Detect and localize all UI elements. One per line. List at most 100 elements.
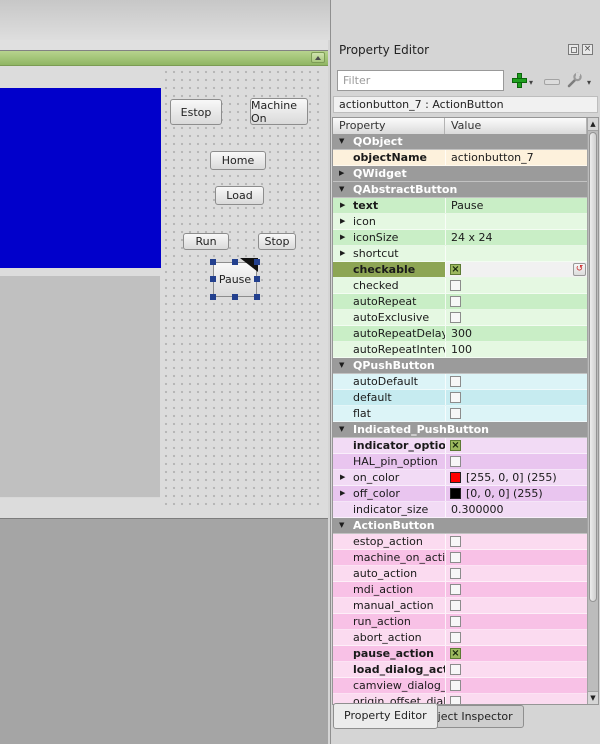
- expand-arrow-icon[interactable]: ▶: [340, 201, 346, 209]
- property-value-cell[interactable]: [445, 278, 587, 293]
- checkbox-checked[interactable]: ×: [450, 264, 461, 275]
- group-row-QWidget[interactable]: ▶ QWidget: [333, 166, 587, 182]
- checkbox-unchecked[interactable]: [450, 616, 461, 627]
- checkbox-unchecked[interactable]: [450, 584, 461, 595]
- property-value-cell[interactable]: 24 x 24: [445, 230, 587, 245]
- property-value-cell[interactable]: [445, 566, 587, 581]
- property-value-cell[interactable]: [445, 310, 587, 325]
- property-row-autoDefault[interactable]: autoDefault: [333, 374, 587, 390]
- group-row-QAbstractButton[interactable]: ▼ QAbstractButton: [333, 182, 587, 198]
- property-value-cell[interactable]: [445, 662, 587, 677]
- property-value-cell[interactable]: [445, 246, 587, 261]
- checkbox-unchecked[interactable]: [450, 456, 461, 467]
- remove-property-button[interactable]: [544, 79, 560, 85]
- form-button-load[interactable]: Load: [215, 186, 264, 205]
- property-value-cell[interactable]: [445, 598, 587, 613]
- property-row-objectName[interactable]: objectName actionbutton_7: [333, 150, 587, 166]
- property-row-camview_dialog_acti...[interactable]: camview_dialog_acti...: [333, 678, 587, 694]
- property-row-indicator_option[interactable]: indicator_option ×: [333, 438, 587, 454]
- expand-arrow-icon[interactable]: ▶: [340, 249, 346, 257]
- property-value-cell[interactable]: × ↺: [445, 262, 587, 277]
- checkbox-unchecked[interactable]: [450, 536, 461, 547]
- expand-arrow-icon[interactable]: ▼: [339, 137, 345, 145]
- checkbox-unchecked[interactable]: [450, 568, 461, 579]
- form-button-stop[interactable]: Stop: [258, 233, 296, 250]
- property-value-cell[interactable]: [445, 678, 587, 693]
- property-value-cell[interactable]: [255, 0, 0] (255): [445, 470, 587, 485]
- property-row-off_color[interactable]: ▶ off_color [0, 0, 0] (255): [333, 486, 587, 502]
- property-row-run_action[interactable]: run_action: [333, 614, 587, 630]
- configure-button[interactable]: [566, 72, 583, 89]
- property-row-autoRepeat[interactable]: autoRepeat: [333, 294, 587, 310]
- property-value-cell[interactable]: actionbutton_7: [445, 150, 587, 165]
- property-value-cell[interactable]: [445, 406, 587, 421]
- scroll-down-icon[interactable]: ▼: [588, 691, 598, 704]
- expand-arrow-icon[interactable]: ▼: [339, 185, 345, 193]
- property-row-manual_action[interactable]: manual_action: [333, 598, 587, 614]
- property-value-cell[interactable]: ×: [445, 438, 587, 453]
- property-row-checkable[interactable]: checkable × ↺: [333, 262, 587, 278]
- float-icon[interactable]: [568, 44, 579, 55]
- expand-arrow-icon[interactable]: ▼: [339, 521, 345, 529]
- form-button-run[interactable]: Run: [183, 233, 229, 250]
- checkbox-unchecked[interactable]: [450, 296, 461, 307]
- property-value-cell[interactable]: 0.300000: [445, 502, 587, 517]
- property-row-abort_action[interactable]: abort_action: [333, 630, 587, 646]
- expand-arrow-icon[interactable]: ▶: [339, 169, 345, 177]
- group-row-QPushButton[interactable]: ▼ QPushButton: [333, 358, 587, 374]
- property-value-cell[interactable]: [445, 374, 587, 389]
- blue-display-widget[interactable]: [0, 88, 161, 268]
- expand-arrow-icon[interactable]: ▼: [339, 361, 345, 369]
- checkbox-checked[interactable]: ×: [450, 648, 461, 659]
- checkbox-checked[interactable]: ×: [450, 440, 461, 451]
- property-value-cell[interactable]: [445, 294, 587, 309]
- group-row-ActionButton[interactable]: ▼ ActionButton: [333, 518, 587, 534]
- property-row-icon[interactable]: ▶ icon: [333, 214, 587, 230]
- form-button-home[interactable]: Home: [210, 151, 266, 170]
- property-value-cell[interactable]: [445, 614, 587, 629]
- expand-arrow-icon[interactable]: ▶: [340, 233, 346, 241]
- checkbox-unchecked[interactable]: [450, 280, 461, 291]
- selection-handle[interactable]: [232, 294, 238, 300]
- property-row-machine_on_action[interactable]: machine_on_action: [333, 550, 587, 566]
- collapse-button[interactable]: [311, 52, 325, 63]
- column-header-value[interactable]: Value: [445, 118, 587, 134]
- property-row-shortcut[interactable]: ▶ shortcut: [333, 246, 587, 262]
- column-header-property[interactable]: Property: [333, 118, 445, 134]
- form-canvas[interactable]: Estop Machine On Home Load Run Stop Pause: [0, 66, 328, 518]
- property-row-origin_offset_dialog[interactable]: origin_offset_dialog: [333, 694, 587, 704]
- property-value-cell[interactable]: [445, 630, 587, 645]
- group-row-QObject[interactable]: ▼ QObject: [333, 134, 587, 150]
- checkbox-unchecked[interactable]: [450, 664, 461, 675]
- reset-property-button[interactable]: ↺: [573, 263, 586, 276]
- checkbox-unchecked[interactable]: [450, 632, 461, 643]
- property-row-iconSize[interactable]: ▶ iconSize 24 x 24: [333, 230, 587, 246]
- property-value-cell[interactable]: [445, 454, 587, 469]
- chevron-down-icon[interactable]: ▾: [587, 78, 592, 87]
- selection-handle[interactable]: [210, 259, 216, 265]
- add-property-button[interactable]: [512, 73, 527, 88]
- close-icon[interactable]: ×: [582, 44, 593, 55]
- checkbox-unchecked[interactable]: [450, 680, 461, 691]
- checkbox-unchecked[interactable]: [450, 392, 461, 403]
- property-value-cell[interactable]: [445, 550, 587, 565]
- checkbox-unchecked[interactable]: [450, 408, 461, 419]
- selection-handle[interactable]: [254, 276, 260, 282]
- property-value-cell[interactable]: ×: [445, 646, 587, 661]
- property-row-checked[interactable]: checked: [333, 278, 587, 294]
- gray-panel-widget[interactable]: [0, 276, 160, 498]
- property-row-mdi_action[interactable]: mdi_action: [333, 582, 587, 598]
- property-row-HAL_pin_option[interactable]: HAL_pin_option: [333, 454, 587, 470]
- property-row-autoRepeatDelay[interactable]: autoRepeatDelay 300: [333, 326, 587, 342]
- filter-input[interactable]: [337, 70, 504, 91]
- property-row-on_color[interactable]: ▶ on_color [255, 0, 0] (255): [333, 470, 587, 486]
- chevron-down-icon[interactable]: ▾: [529, 78, 534, 87]
- expand-arrow-icon[interactable]: ▶: [340, 473, 346, 481]
- property-value-cell[interactable]: [445, 582, 587, 597]
- checkbox-unchecked[interactable]: [450, 696, 461, 704]
- table-header[interactable]: Property Value: [333, 118, 598, 135]
- scrollbar-thumb[interactable]: [589, 132, 597, 602]
- form-button-machine-on[interactable]: Machine On: [250, 98, 308, 125]
- property-row-pause_action[interactable]: pause_action ×: [333, 646, 587, 662]
- selection-handle[interactable]: [254, 294, 260, 300]
